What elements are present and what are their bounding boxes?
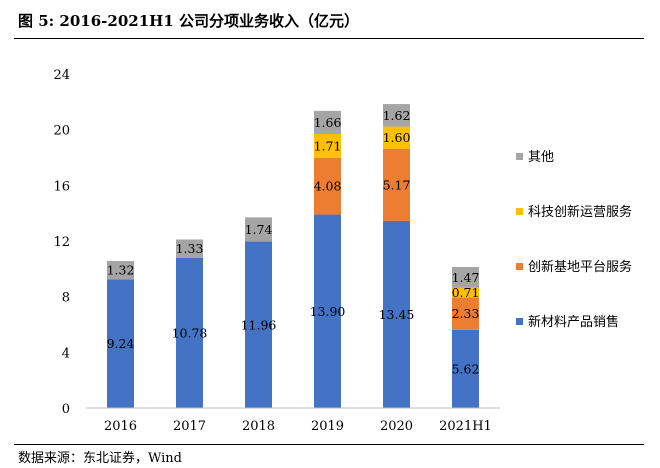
bar-segment [452, 267, 479, 288]
data-label: 1.66 [314, 115, 342, 130]
bar-segment [383, 148, 410, 221]
source-rule [14, 444, 644, 445]
data-label: 11.96 [241, 317, 277, 332]
legend-swatch [516, 263, 523, 270]
data-label: 5.17 [383, 177, 411, 192]
legend-swatch [516, 153, 523, 160]
bar-segment [314, 157, 341, 215]
data-label: 1.32 [107, 263, 135, 278]
bar-segment [314, 133, 341, 158]
bar-segment [314, 110, 341, 134]
data-label: 1.33 [176, 241, 204, 256]
data-label: 13.90 [310, 304, 346, 319]
legend-label: 新材料产品销售 [528, 314, 619, 330]
y-tick-label: 8 [62, 291, 70, 306]
bar-segment [176, 239, 203, 258]
data-label: 1.74 [245, 222, 273, 237]
legend-swatch [516, 208, 523, 215]
bar-segment [107, 261, 134, 280]
legend-label: 其他 [528, 150, 554, 165]
data-label: 5.62 [452, 361, 480, 376]
bar-segment [383, 220, 410, 408]
x-tick-label: 2020 [380, 419, 413, 434]
bar-segment [452, 287, 479, 298]
data-label: 1.71 [314, 138, 342, 153]
title-rule [14, 38, 644, 39]
y-tick-label: 12 [53, 235, 70, 250]
figure-title: 图 5: 2016-2021H1 公司分项业务收入（亿元） [18, 12, 359, 30]
data-label: 9.24 [107, 336, 135, 351]
y-tick-label: 0 [62, 402, 70, 417]
x-tick-label: 2017 [173, 419, 206, 434]
bar-segment [107, 279, 134, 408]
y-axis: 0 4 8 12 16 20 24 [53, 68, 70, 417]
bar-segment [383, 104, 410, 127]
x-tick-label: 2018 [242, 419, 275, 434]
bar-segment [452, 329, 479, 408]
data-label: 0.71 [452, 285, 480, 300]
data-label: 13.45 [379, 307, 415, 322]
bar-group: 9.24 1.32 10.78 1.33 11.96 1.74 13.90 4.08 1.71 1… [107, 104, 480, 408]
data-label: 10.78 [172, 325, 208, 340]
bar-segment [176, 257, 203, 408]
y-tick-label: 20 [53, 124, 70, 139]
data-label: 1.47 [452, 270, 480, 285]
bar-segment [245, 241, 272, 408]
data-label: 2.33 [452, 306, 480, 321]
x-tick-label: 2016 [104, 419, 137, 434]
y-tick-label: 16 [53, 179, 70, 194]
x-tick-label: 2019 [311, 419, 344, 434]
legend-label: 科技创新运营服务 [528, 204, 632, 220]
data-label: 4.08 [314, 179, 342, 194]
legend-swatch [516, 318, 523, 325]
y-tick-label: 24 [53, 68, 70, 83]
legend-label: 创新基地平台服务 [528, 259, 632, 275]
x-axis: 2016 2017 2018 2019 2020 2021H1 [86, 407, 500, 434]
data-label: 1.62 [383, 108, 411, 123]
bar-segment [245, 217, 272, 242]
x-tick-label: 2021H1 [439, 419, 492, 434]
bar-segment [383, 126, 410, 149]
source-note: 数据来源：东北证券，Wind [18, 451, 182, 466]
y-tick-label: 4 [62, 346, 70, 361]
data-label: 1.60 [383, 130, 411, 145]
bar-segment [314, 214, 341, 408]
bar-segment [452, 297, 479, 330]
